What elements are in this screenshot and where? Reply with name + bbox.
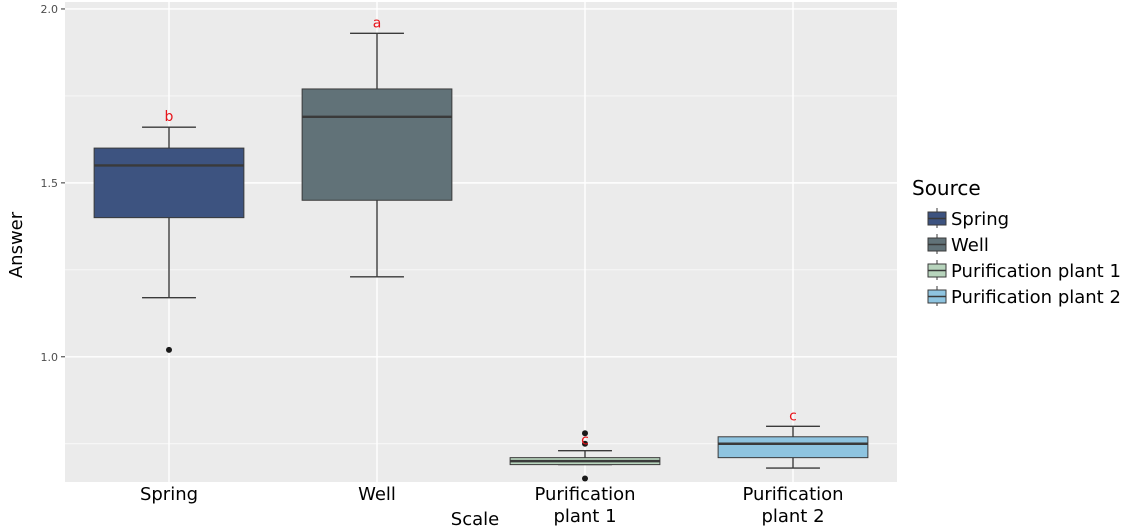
box-group: c: [717, 408, 869, 469]
significance-letter: b: [165, 109, 174, 125]
legend-label: Purification plant 1: [951, 261, 1121, 282]
box: [717, 436, 869, 459]
significance-letter: a: [373, 15, 382, 31]
x-axis-title: Scale: [451, 509, 499, 530]
legend-key: [927, 208, 947, 228]
outlier-point: [166, 346, 172, 353]
legend-title: Source: [912, 176, 981, 200]
significance-letter: c: [581, 433, 589, 449]
legend: Source Spring Well Purification plant 1 Pur…: [912, 176, 1121, 308]
outlier-point: [582, 475, 588, 482]
plot-panel: [65, 2, 897, 482]
y-tick-label: 2.0: [41, 3, 59, 16]
x-category-label-line: Well: [358, 484, 396, 505]
boxes: b a c c: [93, 15, 869, 482]
box-group: c: [509, 430, 661, 482]
x-category-label-line: Purification: [534, 484, 635, 505]
outlier-point: [582, 430, 588, 437]
x-category-label: Well: [358, 484, 396, 505]
x-category-label-line: Purification: [742, 484, 843, 505]
legend-label: Well: [951, 235, 989, 256]
y-axis-ticks: 1.0 1.5 2.0: [41, 3, 65, 364]
legend-label: Purification plant 2: [951, 287, 1121, 308]
legend-key: [927, 234, 947, 254]
y-tick-label: 1.5: [41, 177, 59, 190]
box: [93, 147, 245, 219]
y-tick-label: 1.0: [41, 351, 59, 364]
box-group: a: [301, 15, 453, 278]
y-axis-title: Answer: [6, 211, 27, 278]
x-category-label-line: Spring: [140, 484, 198, 505]
x-category-label: Spring: [140, 484, 198, 505]
legend-key: [927, 286, 947, 306]
box: [301, 88, 453, 201]
outlier-point: [582, 440, 588, 447]
box-group: b: [93, 109, 245, 353]
significance-letter: c: [789, 408, 797, 424]
x-category-label-line: plant 2: [761, 506, 824, 527]
x-category-label: Purification plant 1: [534, 484, 635, 527]
legend-label: Spring: [951, 209, 1009, 230]
x-category-label-line: plant 1: [553, 506, 616, 527]
legend-key: [927, 260, 947, 280]
x-axis-labels: Spring Well Purification plant 1Purificatio…: [140, 484, 844, 527]
x-category-label: Purification plant 2: [742, 484, 843, 527]
